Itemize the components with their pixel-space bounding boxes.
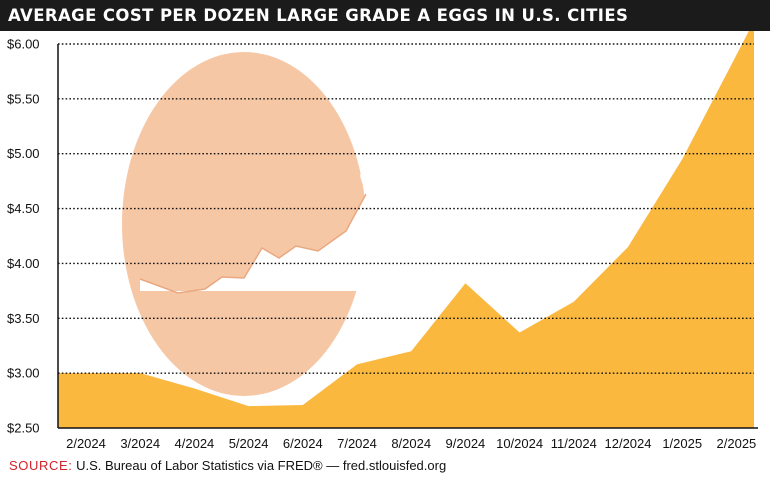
chart-area: $2.50 $3.00 $3.50 $4.00 $4.50 $5.00 $5.50 $6.00… [7, 31, 758, 451]
x-tick-label: 6/2024 [283, 436, 323, 451]
source-label: SOURCE: [9, 458, 73, 473]
y-tick-label: $3.00 [7, 366, 40, 381]
y-axis-ticks: $2.50 $3.00 $3.50 $4.00 $4.50 $5.00 $5.50 $6.00 [7, 37, 40, 436]
egg-icon [122, 52, 372, 396]
y-tick-label: $5.50 [7, 91, 40, 106]
y-tick-label: $3.50 [7, 311, 40, 326]
x-tick-label: 10/2024 [496, 436, 543, 451]
x-tick-label: 9/2024 [446, 436, 486, 451]
x-tick-label: 3/2024 [120, 436, 160, 451]
y-tick-label: $4.50 [7, 201, 40, 216]
x-tick-label: 7/2024 [337, 436, 377, 451]
source-note: SOURCE: U.S. Bureau of Labor Statistics … [9, 458, 446, 473]
x-axis-ticks: 2/2024 3/2024 4/2024 5/2024 6/2024 7/2024 8/20… [66, 436, 756, 451]
egg-shell [122, 52, 366, 396]
x-tick-label: 12/2024 [605, 436, 652, 451]
x-tick-label: 11/2024 [551, 436, 597, 451]
price-area-series [58, 31, 754, 428]
y-tick-label: $6.00 [7, 37, 40, 52]
y-tick-label: $4.00 [7, 256, 40, 271]
egg-crack [140, 141, 372, 293]
x-tick-label: 1/2025 [662, 436, 702, 451]
chart-title: AVERAGE COST PER DOZEN LARGE GRADE A EGG… [0, 0, 770, 31]
x-tick-label: 8/2024 [391, 436, 431, 451]
y-tick-label: $5.00 [7, 146, 40, 161]
x-tick-label: 5/2024 [229, 436, 269, 451]
source-text: U.S. Bureau of Labor Statistics via FRED… [76, 458, 447, 473]
x-tick-label: 2/2024 [66, 436, 106, 451]
y-tick-label: $2.50 [7, 421, 40, 436]
x-tick-label: 4/2024 [175, 436, 215, 451]
x-tick-label: 2/2025 [717, 436, 757, 451]
egg-crack-edge [139, 193, 367, 294]
area-fill [58, 31, 754, 428]
axes [57, 44, 758, 429]
